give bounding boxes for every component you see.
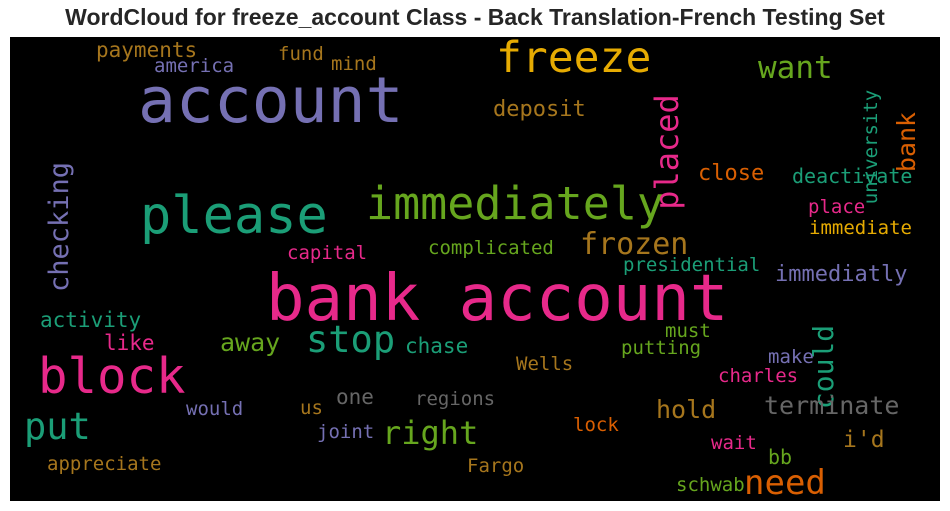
word-freeze: freeze xyxy=(496,37,651,83)
word-stop: stop xyxy=(306,318,395,361)
word-please: please xyxy=(140,186,328,246)
word-deactivate: deactivate xyxy=(792,164,912,188)
word-immediatly: immediatly xyxy=(775,262,907,287)
word-terminate: terminate xyxy=(764,391,899,420)
word-must: must xyxy=(665,320,711,342)
word-wait: wait xyxy=(711,432,757,454)
word-university: university xyxy=(860,90,882,204)
word-immediate: immediate xyxy=(809,217,912,239)
word-need: need xyxy=(744,463,826,501)
word-want: want xyxy=(758,50,833,86)
word-fund: fund xyxy=(278,43,324,65)
word-payments: payments xyxy=(96,38,197,62)
word-hold: hold xyxy=(656,395,716,424)
word-charles: charles xyxy=(718,365,798,387)
word-would: would xyxy=(186,398,243,420)
word-deposit: deposit xyxy=(493,97,586,122)
word-frozen: frozen xyxy=(580,227,688,262)
word-presidential: presidential xyxy=(623,254,760,276)
word-account: account xyxy=(138,64,404,137)
chart-title: WordCloud for freeze_account Class - Bac… xyxy=(65,4,885,30)
word-immediately: immediately xyxy=(366,177,664,230)
word-bb: bb xyxy=(768,445,792,469)
wordcloud-canvas: bank account account please block immediatel… xyxy=(10,37,940,501)
word-put: put xyxy=(24,405,91,448)
word-putting: putting xyxy=(621,337,701,359)
word-i-d: i'd xyxy=(843,427,885,453)
word-mind: mind xyxy=(331,53,377,75)
word-close: close xyxy=(698,161,764,186)
word-chase: chase xyxy=(405,334,468,358)
word-block: block xyxy=(38,348,186,405)
word-fargo: Fargo xyxy=(467,455,524,477)
word-checking: checking xyxy=(44,162,75,292)
word-wells: Wells xyxy=(516,353,573,375)
word-complicated: complicated xyxy=(428,237,554,259)
word-placed: placed xyxy=(648,94,686,210)
word-us: us xyxy=(300,397,323,419)
word-like: like xyxy=(104,331,155,355)
word-place: place xyxy=(808,196,865,218)
word-activity: activity xyxy=(40,308,141,332)
word-one: one xyxy=(336,385,374,409)
word-schwab: schwab xyxy=(676,474,745,496)
word-bank: bank xyxy=(892,112,921,172)
word-appreciate: appreciate xyxy=(47,453,161,475)
wordcloud-svg: bank accountaccountpleaseblockimmediatel… xyxy=(24,37,921,501)
word-bank-account: bank account xyxy=(266,262,728,336)
word-right: right xyxy=(382,414,478,452)
word-capital: capital xyxy=(287,242,367,264)
word-regions: regions xyxy=(415,388,495,410)
word-could: could xyxy=(807,325,840,409)
word-joint: joint xyxy=(317,421,374,443)
word-away: away xyxy=(220,328,280,357)
word-make: make xyxy=(768,346,814,368)
word-america: america xyxy=(154,55,234,77)
word-lock: lock xyxy=(573,414,619,436)
